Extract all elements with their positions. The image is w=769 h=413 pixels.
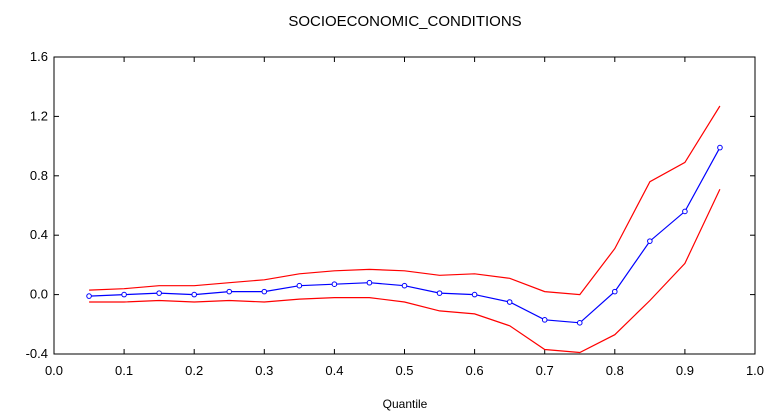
lower-line (89, 188, 721, 354)
x-tick-label: 1.0 (746, 363, 764, 378)
chart-title: SOCIOECONOMIC_CONDITIONS (288, 13, 521, 30)
y-axis: 1.6 1.2 0.8 0.4 0.0 -0.4 (26, 49, 755, 361)
estimate-point (226, 288, 233, 295)
y-tick-label: 0.8 (30, 168, 48, 183)
x-axis-label: Quantile (383, 397, 428, 411)
y-tick-label: 1.2 (30, 108, 48, 123)
y-tick-label: 1.6 (30, 49, 48, 64)
x-tick-label: 0.5 (395, 363, 413, 378)
upper-line (89, 105, 721, 296)
x-tick-label: 0.7 (536, 363, 554, 378)
estimate-point (436, 290, 443, 296)
x-tick-label: 0.3 (255, 363, 273, 378)
x-tick-label: 0.2 (185, 363, 203, 378)
x-tick-label: 0.8 (606, 363, 624, 378)
y-tick-label: 0.4 (30, 227, 48, 242)
plot-frame (53, 56, 756, 355)
estimate-point (647, 238, 653, 244)
x-tick-label: 0.0 (45, 363, 63, 378)
estimate-line (89, 147, 721, 324)
estimate-point (612, 288, 618, 295)
estimate-point (717, 144, 723, 151)
x-tick-label: 0.4 (325, 363, 343, 378)
estimate-point (576, 320, 583, 326)
estimate-point (296, 282, 303, 289)
estimate-point (506, 299, 513, 305)
estimate-point (191, 291, 197, 298)
x-tick-label: 0.9 (676, 363, 694, 378)
y-tick-label: 0.0 (30, 287, 48, 302)
estimate-point (86, 293, 92, 299)
estimate-point (682, 208, 688, 215)
x-tick-label: 0.6 (466, 363, 484, 378)
y-tick-label: -0.4 (26, 346, 48, 361)
estimate-point (471, 291, 478, 298)
estimate-point (331, 281, 338, 288)
x-axis: 0.0 0.1 0.2 0.3 0.4 0.5 0.6 0.7 0.8 0.9 1.0 (45, 57, 764, 378)
estimate-point (261, 288, 268, 295)
estimate-point (121, 291, 127, 298)
series-group (86, 105, 723, 354)
estimate-point (541, 317, 548, 323)
estimate-point (366, 279, 373, 286)
x-tick-label: 0.1 (115, 363, 133, 378)
estimate-point (401, 282, 408, 289)
estimate-point (156, 290, 162, 296)
